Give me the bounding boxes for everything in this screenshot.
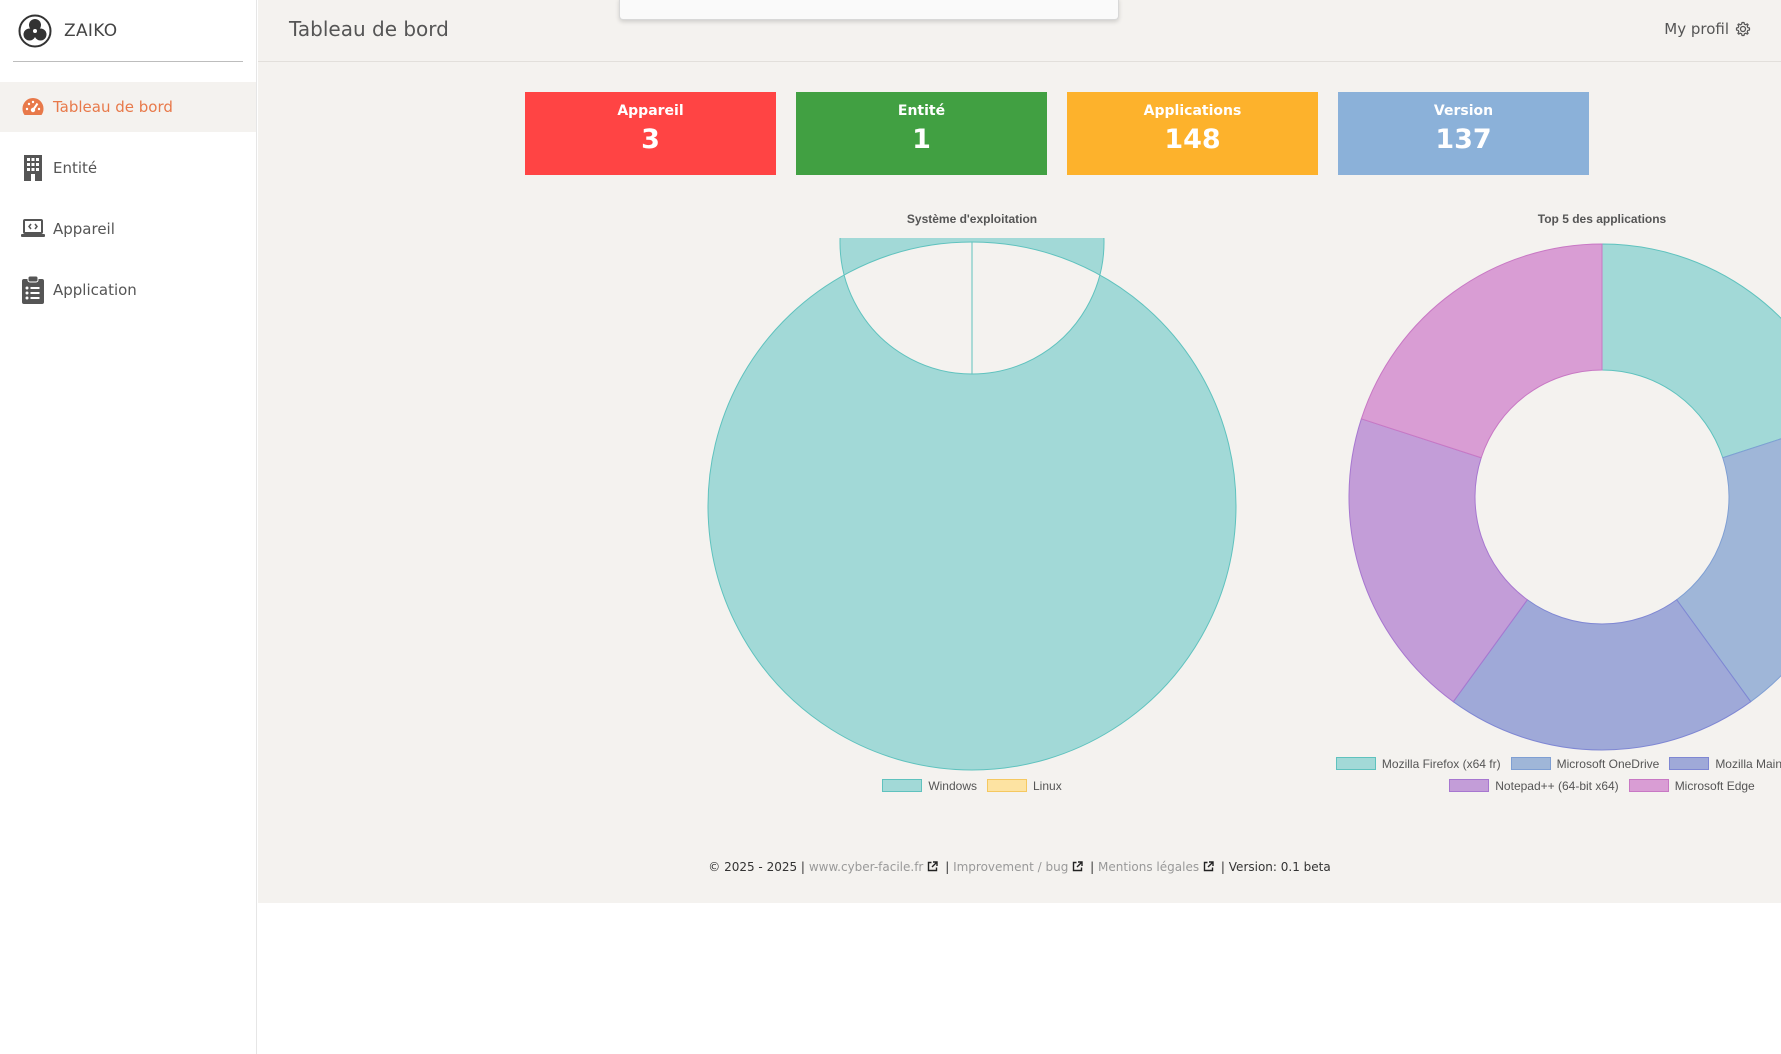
stat-label: Appareil	[617, 103, 684, 119]
legend-label: Windows	[928, 778, 977, 793]
pie-slice-windows[interactable]	[707, 238, 1237, 771]
footer: © 2025 - 2025 | www.cyber-facile.fr | Im…	[258, 860, 1781, 874]
footer-link-label: Mentions légales	[1098, 860, 1200, 874]
laptop-icon	[20, 216, 46, 242]
top-apps-chart-legend: Mozilla Firefox (x64 fr) Microsoft OneDri…	[1322, 756, 1781, 800]
top-apps-donut-chart	[1348, 243, 1781, 751]
pie-slice-microsoft-edge[interactable]	[1360, 243, 1603, 459]
sidebar-item-label: Application	[53, 281, 137, 299]
footer-link-legal[interactable]: Mentions légales	[1098, 860, 1217, 874]
dropdown-panel	[619, 0, 1119, 20]
stat-cards: Appareil 3 Entité 1 Applications 148 Ver…	[525, 92, 1589, 175]
legend-item[interactable]: Microsoft Edge	[1628, 778, 1755, 793]
stat-label: Applications	[1143, 103, 1242, 119]
sidebar-item-label: Tableau de bord	[53, 98, 173, 116]
logo-icon	[18, 14, 52, 47]
main-content: Tableau de bord My profil Appareil 3 Ent…	[258, 0, 1781, 903]
chart-title-os: Système d'exploitation	[906, 212, 1038, 226]
stat-value: 137	[1435, 124, 1492, 155]
sidebar-nav: Tableau de bord Entité Appareil Applicat…	[0, 82, 256, 326]
footer-version: | Version: 0.1 beta	[1220, 860, 1331, 874]
brand-name: ZAIKO	[64, 20, 118, 41]
pie-slice-mozilla-firefox-x64-fr[interactable]	[1601, 243, 1781, 459]
legend-label: Linux	[1033, 778, 1062, 793]
legend-item[interactable]: Windows	[882, 778, 977, 793]
stat-card-applications[interactable]: Applications 148	[1067, 92, 1318, 175]
chart-title-top-apps: Top 5 des applications	[1537, 212, 1667, 226]
external-link-icon	[928, 861, 939, 872]
topbar: Tableau de bord My profil	[258, 0, 1781, 62]
brand[interactable]: ZAIKO	[13, 0, 243, 62]
profile-button[interactable]: My profil	[1664, 20, 1751, 38]
gauge-icon	[20, 94, 46, 120]
legend-label: Mozilla Firefox (x64 fr)	[1381, 756, 1501, 771]
sidebar-item-appareil[interactable]: Appareil	[0, 204, 256, 254]
legend-item[interactable]: Microsoft OneDrive	[1510, 756, 1660, 771]
footer-copyright: © 2025 - 2025 |	[708, 860, 805, 874]
footer-separator: |	[1090, 860, 1095, 874]
profile-label: My profil	[1664, 20, 1729, 38]
footer-link-label: Improvement / bug	[953, 860, 1069, 874]
stat-label: Entité	[897, 103, 946, 119]
sidebar-item-label: Appareil	[53, 220, 115, 238]
legend-label: Microsoft Edge	[1674, 778, 1755, 793]
legend-swatch	[1510, 757, 1551, 770]
footer-link-label: www.cyber-facile.fr	[808, 860, 924, 874]
stat-card-version[interactable]: Version 137	[1338, 92, 1589, 175]
footer-link-improvement[interactable]: Improvement / bug	[953, 860, 1086, 874]
stat-card-entite[interactable]: Entité 1	[796, 92, 1047, 175]
stat-label: Version	[1433, 103, 1494, 119]
pie-slice-microsoft-onedrive[interactable]	[1675, 419, 1781, 703]
stat-card-appareil[interactable]: Appareil 3	[525, 92, 776, 175]
legend-swatch	[882, 779, 923, 792]
os-chart-legend: Windows Linux	[698, 778, 1246, 800]
sidebar-item-application[interactable]: Application	[0, 265, 256, 315]
legend-label: Mozilla Maintenance Service	[1715, 756, 1781, 771]
footer-separator: |	[945, 860, 950, 874]
pie-slice-notepad-64-bit-x64[interactable]	[1348, 418, 1529, 703]
legend-item[interactable]: Mozilla Firefox (x64 fr)	[1335, 756, 1501, 771]
sidebar-item-dashboard[interactable]: Tableau de bord	[0, 82, 256, 132]
legend-item[interactable]: Mozilla Maintenance Service	[1669, 756, 1781, 771]
stat-value: 1	[912, 124, 931, 155]
stat-value: 148	[1164, 124, 1221, 155]
clipboard-list-icon	[20, 276, 46, 304]
legend-label: Notepad++ (64-bit x64)	[1495, 778, 1619, 793]
legend-label: Microsoft OneDrive	[1556, 756, 1660, 771]
legend-swatch	[1628, 779, 1669, 792]
external-link-icon	[1203, 861, 1214, 872]
sidebar-item-label: Entité	[53, 159, 98, 177]
legend-item[interactable]: Linux	[987, 778, 1062, 793]
pie-slice-mozilla-maintenance-service[interactable]	[1452, 599, 1752, 751]
legend-swatch	[1449, 779, 1490, 792]
os-donut-chart	[707, 238, 1237, 771]
footer-link-website[interactable]: www.cyber-facile.fr	[809, 860, 942, 874]
building-icon	[20, 155, 46, 181]
legend-swatch	[987, 779, 1027, 792]
gear-icon	[1735, 21, 1751, 37]
page-title: Tableau de bord	[289, 17, 449, 41]
external-link-icon	[1073, 861, 1084, 872]
sidebar: ZAIKO Tableau de bord Entité Appareil Ap…	[0, 0, 257, 1054]
sidebar-item-entite[interactable]: Entité	[0, 143, 256, 193]
stat-value: 3	[641, 124, 660, 155]
legend-swatch	[1335, 757, 1376, 770]
legend-item[interactable]: Notepad++ (64-bit x64)	[1449, 778, 1619, 793]
legend-swatch	[1669, 757, 1710, 770]
